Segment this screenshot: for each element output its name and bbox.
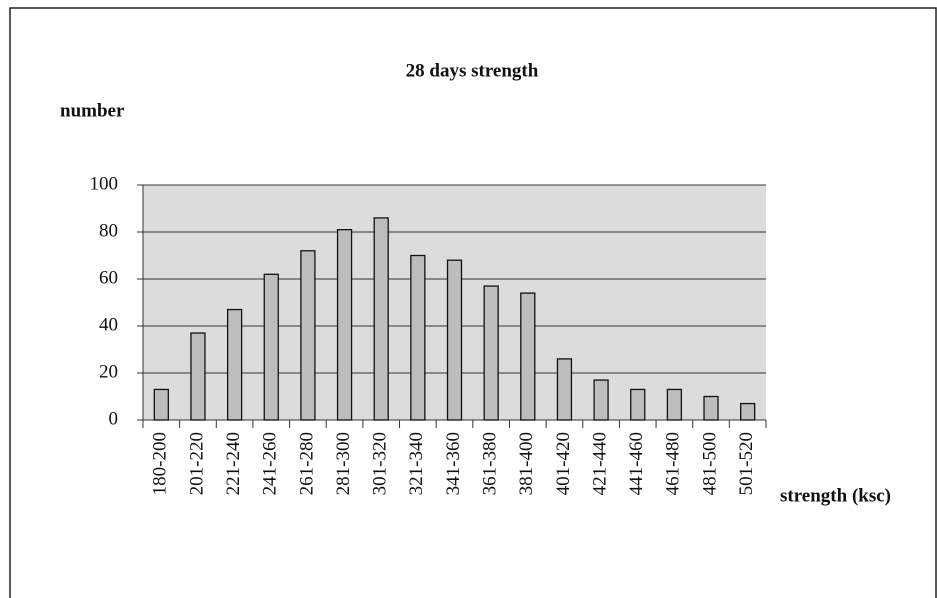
bar bbox=[336, 228, 353, 421]
x-tick-label: 301-320 bbox=[370, 432, 391, 495]
x-axis-label: strength (ksc) bbox=[780, 485, 891, 506]
x-tick-label: 441-460 bbox=[626, 432, 647, 495]
y-tick-label: 20 bbox=[99, 361, 118, 382]
y-axis-label: number bbox=[60, 100, 125, 121]
x-tick-label: 180-200 bbox=[150, 432, 171, 495]
x-tick-label: 321-340 bbox=[406, 432, 427, 495]
x-tick-label: 241-260 bbox=[260, 432, 281, 495]
bar bbox=[300, 250, 316, 421]
x-tick-label: 401-420 bbox=[553, 432, 574, 495]
bar bbox=[410, 254, 426, 421]
x-tick-label: 461-480 bbox=[663, 432, 684, 495]
x-tick-label: 201-220 bbox=[186, 432, 207, 495]
x-tick-label: 421-440 bbox=[589, 432, 610, 495]
bar bbox=[740, 402, 756, 421]
bar bbox=[226, 308, 243, 421]
bar bbox=[483, 285, 499, 421]
x-tick-label: 481-500 bbox=[699, 432, 720, 495]
x-tick-label: 501-520 bbox=[736, 432, 757, 495]
chart-title: 28 days strength bbox=[406, 60, 539, 81]
bar bbox=[630, 388, 646, 421]
chart-border bbox=[9, 7, 937, 598]
bar bbox=[593, 379, 609, 421]
y-tick-label: 60 bbox=[99, 267, 118, 288]
bar bbox=[190, 332, 206, 421]
bar bbox=[520, 292, 536, 421]
x-tick-label: 281-300 bbox=[333, 432, 354, 495]
bar bbox=[373, 217, 389, 421]
bar bbox=[666, 388, 683, 421]
bar bbox=[446, 259, 463, 421]
x-tick-label: 341-360 bbox=[443, 432, 464, 495]
x-tick-label: 261-280 bbox=[296, 432, 317, 495]
x-tick-label: 221-240 bbox=[223, 432, 244, 495]
bar bbox=[153, 388, 169, 421]
y-tick-label: 0 bbox=[109, 408, 119, 429]
y-tick-label: 100 bbox=[90, 173, 119, 194]
x-tick-label: 361-380 bbox=[480, 432, 501, 495]
x-tick-label: 381-400 bbox=[516, 432, 537, 495]
bar bbox=[263, 273, 279, 421]
y-tick-label: 80 bbox=[99, 220, 118, 241]
bar bbox=[556, 358, 573, 421]
y-tick-label: 40 bbox=[99, 314, 118, 335]
bar bbox=[703, 395, 719, 421]
